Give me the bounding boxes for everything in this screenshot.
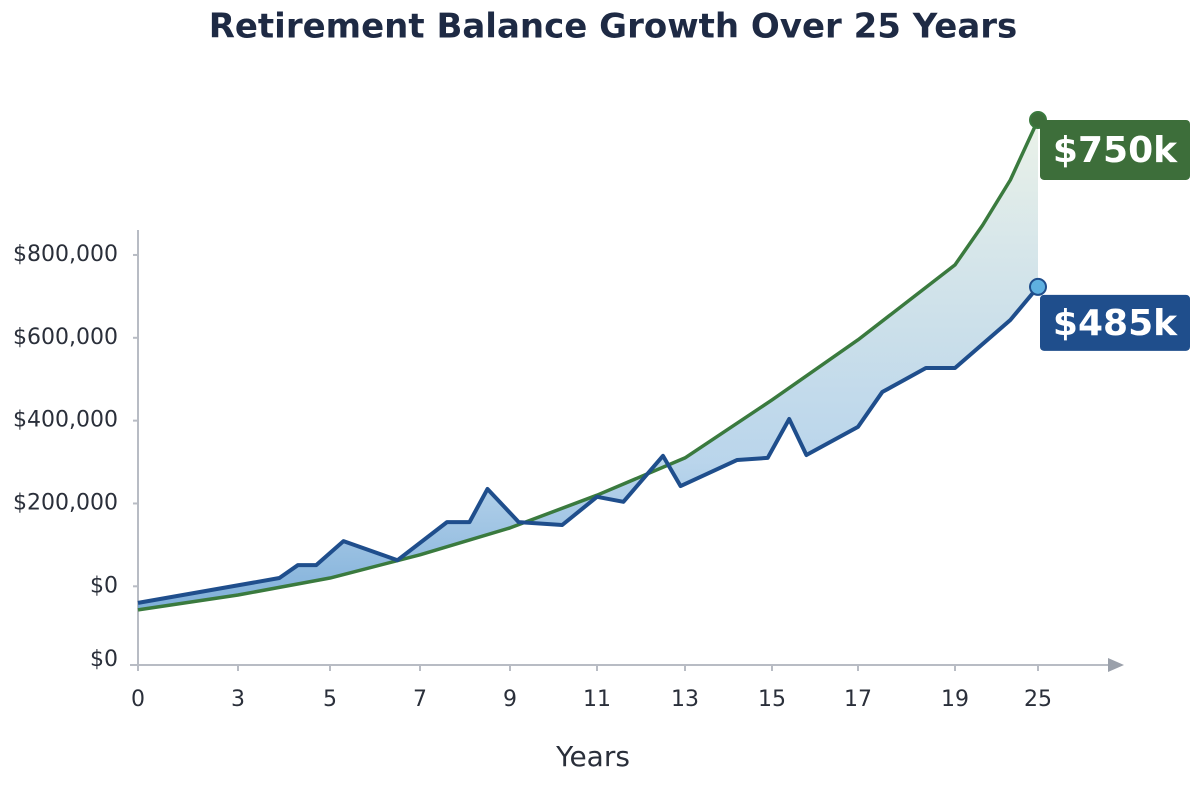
x-tick-label: 7 (413, 687, 427, 712)
x-tick-label: 5 (323, 687, 337, 712)
y-tick-label: $600,000 (13, 325, 118, 350)
x-tick-label: 13 (671, 687, 699, 712)
end-label-box (1040, 119, 1190, 180)
end-label-box (1040, 294, 1190, 351)
x-tick-label: 17 (844, 687, 872, 712)
y-tick-label: $400,000 (13, 408, 118, 433)
x-axis-arrow (1108, 658, 1124, 672)
y-tick-label: $200,000 (13, 490, 118, 515)
x-tick-label: 19 (941, 687, 969, 712)
x-tick-label: 11 (583, 687, 611, 712)
x-tick-label: 0 (131, 687, 145, 712)
x-tick-label: 25 (1024, 687, 1052, 712)
end-label: $485k (1053, 303, 1178, 344)
y-tick-label: $800,000 (13, 242, 118, 267)
x-axis-title: Years (555, 740, 630, 773)
gap-area (138, 119, 1038, 610)
series-line (137, 119, 1040, 612)
chart-title: Retirement Balance Growth Over 25 Years (209, 7, 1018, 47)
y-tick-label: $0 (90, 573, 118, 598)
series-line (137, 285, 1040, 605)
x-tick-label: 9 (503, 687, 517, 712)
end-label: $750k (1053, 130, 1178, 171)
end-marker (1029, 277, 1047, 296)
x-tick-label: 15 (758, 687, 786, 712)
y-origin-label: $0 (90, 647, 118, 672)
x-tick-label: 3 (231, 687, 245, 712)
